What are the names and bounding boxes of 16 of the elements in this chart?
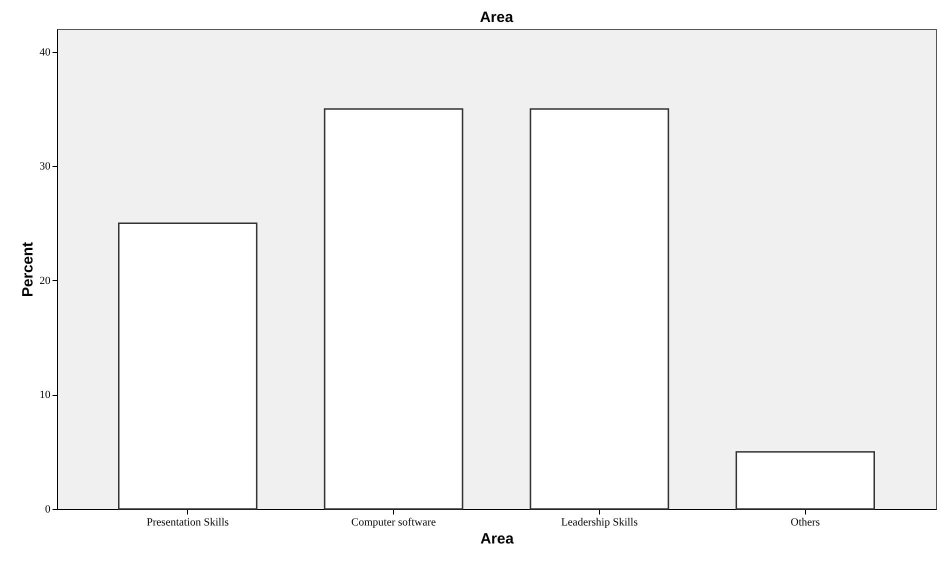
y-tick-label: 20 — [40, 274, 51, 287]
x-tick-label: Others — [790, 516, 820, 528]
y-tick-label: 30 — [40, 160, 51, 173]
x-axis-title: Area — [480, 530, 514, 548]
x-tick-label: Leadership Skills — [561, 516, 638, 528]
chart-title: Area — [480, 9, 514, 26]
y-axis-title: Percent — [20, 242, 36, 298]
x-tick-label: Presentation Skills — [146, 516, 229, 528]
y-tick-label: 10 — [40, 389, 51, 402]
bar — [530, 108, 670, 510]
y-tick-label: 0 — [45, 504, 51, 516]
x-tick-label: Computer software — [351, 516, 436, 528]
y-tick-label: 40 — [40, 46, 51, 58]
bar — [118, 222, 258, 510]
bar — [324, 108, 464, 510]
bar — [736, 451, 875, 510]
